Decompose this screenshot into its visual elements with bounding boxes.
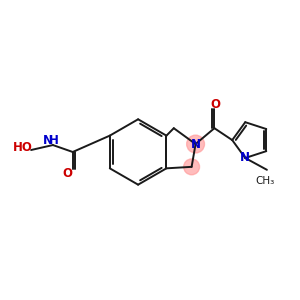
Text: N: N: [190, 138, 201, 151]
Text: O: O: [63, 167, 73, 180]
Text: N: N: [240, 152, 250, 164]
Text: H: H: [49, 134, 59, 147]
Text: HO: HO: [13, 140, 33, 154]
Circle shape: [184, 159, 200, 175]
Text: N: N: [43, 134, 53, 147]
Text: O: O: [210, 98, 220, 111]
Text: CH₃: CH₃: [255, 176, 274, 186]
Circle shape: [187, 135, 205, 153]
